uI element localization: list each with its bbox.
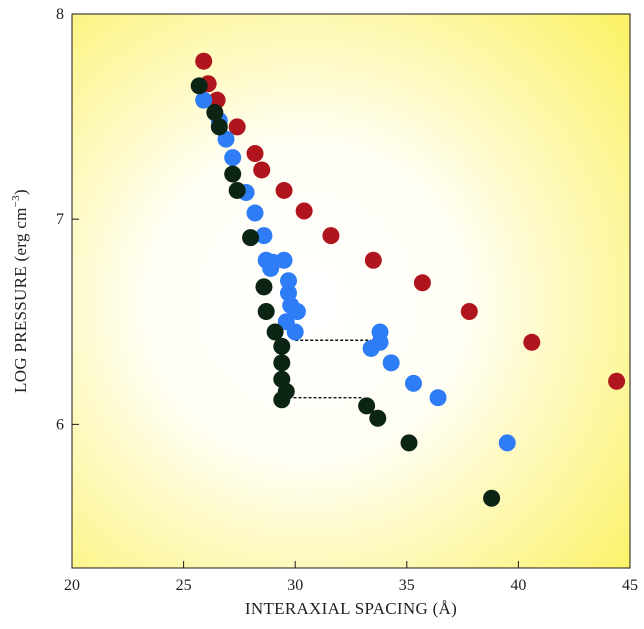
y-axis-title-superscript: −3 [10, 195, 22, 208]
data-point-series-1 [253, 161, 271, 179]
data-point-series-1 [322, 227, 340, 245]
data-point-series-1 [608, 372, 626, 390]
data-point-series-3 [206, 103, 224, 121]
data-point-series-3 [483, 489, 501, 507]
data-point-series-3 [255, 278, 273, 296]
data-point-series-2 [382, 354, 400, 372]
data-point-series-1 [295, 202, 313, 220]
plot-layer [190, 52, 626, 507]
data-point-series-2 [498, 434, 516, 452]
data-point-series-1 [460, 303, 478, 321]
data-point-series-3 [210, 118, 228, 136]
x-tick-label: 45 [622, 577, 638, 594]
data-point-series-2 [362, 339, 380, 357]
data-point-series-1 [246, 145, 264, 163]
data-point-series-1 [195, 52, 213, 70]
y-axis-title-main: LOG PRESSURE (erg cm [11, 207, 30, 393]
plot-background [72, 14, 630, 568]
data-point-series-1 [364, 251, 382, 269]
x-tick-label: 20 [64, 577, 80, 594]
y-tick-label: 7 [56, 211, 64, 228]
y-axis-title-close: ) [11, 189, 30, 195]
data-point-series-2 [286, 323, 304, 341]
data-point-series-3 [273, 337, 291, 355]
y-axis-title: LOG PRESSURE (erg cm−3) [10, 189, 30, 393]
data-point-series-2 [280, 272, 298, 290]
data-point-series-2 [429, 389, 447, 407]
data-point-series-3 [369, 409, 387, 427]
data-point-series-2 [275, 251, 293, 269]
data-point-series-2 [246, 204, 264, 222]
data-point-series-2 [262, 259, 280, 277]
x-axis-title: INTERAXIAL SPACING (Å) [245, 599, 457, 618]
data-point-series-3 [190, 77, 208, 95]
data-point-series-3 [266, 323, 284, 341]
data-point-series-3 [273, 354, 291, 372]
data-point-series-2 [288, 303, 306, 321]
data-point-series-3 [358, 397, 376, 415]
data-point-series-2 [255, 227, 273, 245]
axes-layer: 20 25 30 35 40 45 6 7 8 [56, 6, 638, 594]
data-point-series-2 [195, 91, 213, 109]
data-point-series-3 [242, 229, 260, 247]
data-point-series-3 [228, 181, 246, 199]
data-point-series-1 [413, 274, 431, 292]
x-tick-label: 40 [510, 577, 526, 594]
x-tick-label: 35 [399, 577, 415, 594]
data-point-series-1 [228, 118, 246, 136]
y-tick-label: 6 [56, 416, 64, 433]
y-tick-label: 8 [56, 6, 64, 23]
data-point-series-2 [224, 149, 242, 167]
data-point-series-1 [275, 181, 293, 199]
data-point-series-3 [224, 165, 242, 183]
x-tick-label: 25 [176, 577, 192, 594]
data-point-series-1 [523, 333, 541, 351]
data-point-series-3 [257, 303, 275, 321]
plot-frame [71, 13, 631, 569]
data-point-series-2 [404, 374, 422, 392]
data-point-series-3 [400, 434, 418, 452]
data-point-series-3 [273, 391, 291, 409]
x-tick-label: 30 [287, 577, 303, 594]
